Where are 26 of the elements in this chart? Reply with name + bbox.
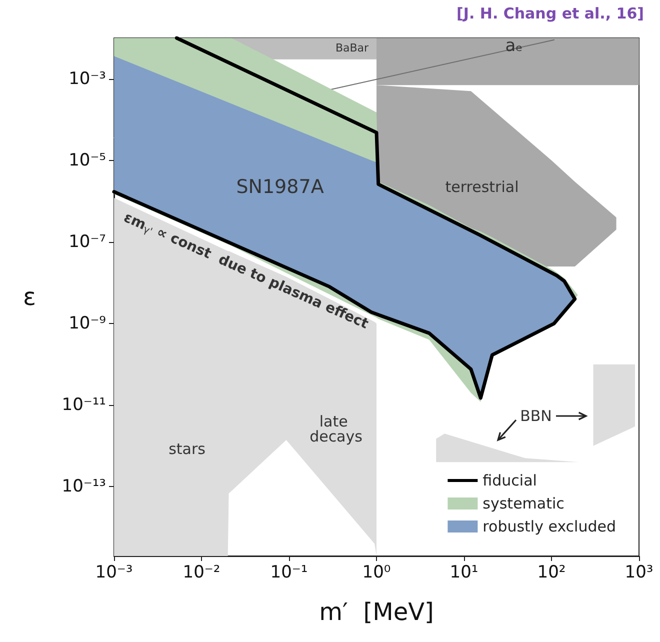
y-tick-label: 10⁻³ xyxy=(68,68,106,89)
y-tick-label: 10⁻¹¹ xyxy=(62,395,106,416)
x-tick-label: 10⁻³ xyxy=(95,562,133,582)
y-axis-title: ε xyxy=(23,283,36,311)
legend-label: robustly excluded xyxy=(482,518,616,536)
annotation: BBN xyxy=(520,407,552,425)
legend-label: systematic xyxy=(482,494,564,512)
annotation: BaBar xyxy=(335,42,370,54)
x-tick-label: 10¹ xyxy=(450,562,478,582)
annotation: terrestrial xyxy=(445,178,519,196)
x-tick-label: 10² xyxy=(537,562,566,582)
x-tick-label: 10³ xyxy=(624,562,654,582)
annotation: SN1987A xyxy=(236,176,324,198)
annotation: late decays xyxy=(310,412,363,446)
text: [J. H. Chang et al., 16] xyxy=(456,4,644,22)
x-tick-label: 10⁻² xyxy=(182,562,220,582)
y-tick-label: 10⁻⁵ xyxy=(68,150,106,170)
y-tick-label: 10⁻⁹ xyxy=(68,314,106,334)
annotation: aₑ xyxy=(505,36,523,56)
legend-label: fiducial xyxy=(482,472,537,490)
annotation: stars xyxy=(168,440,206,458)
y-tick-label: 10⁻¹³ xyxy=(62,476,106,497)
x-axis-title: m′ [MeV] xyxy=(319,598,434,626)
x-tick-label: 10⁻¹ xyxy=(270,562,308,582)
y-tick-label: 10⁻⁷ xyxy=(68,232,106,252)
x-tick-label: 10⁰ xyxy=(362,562,391,582)
